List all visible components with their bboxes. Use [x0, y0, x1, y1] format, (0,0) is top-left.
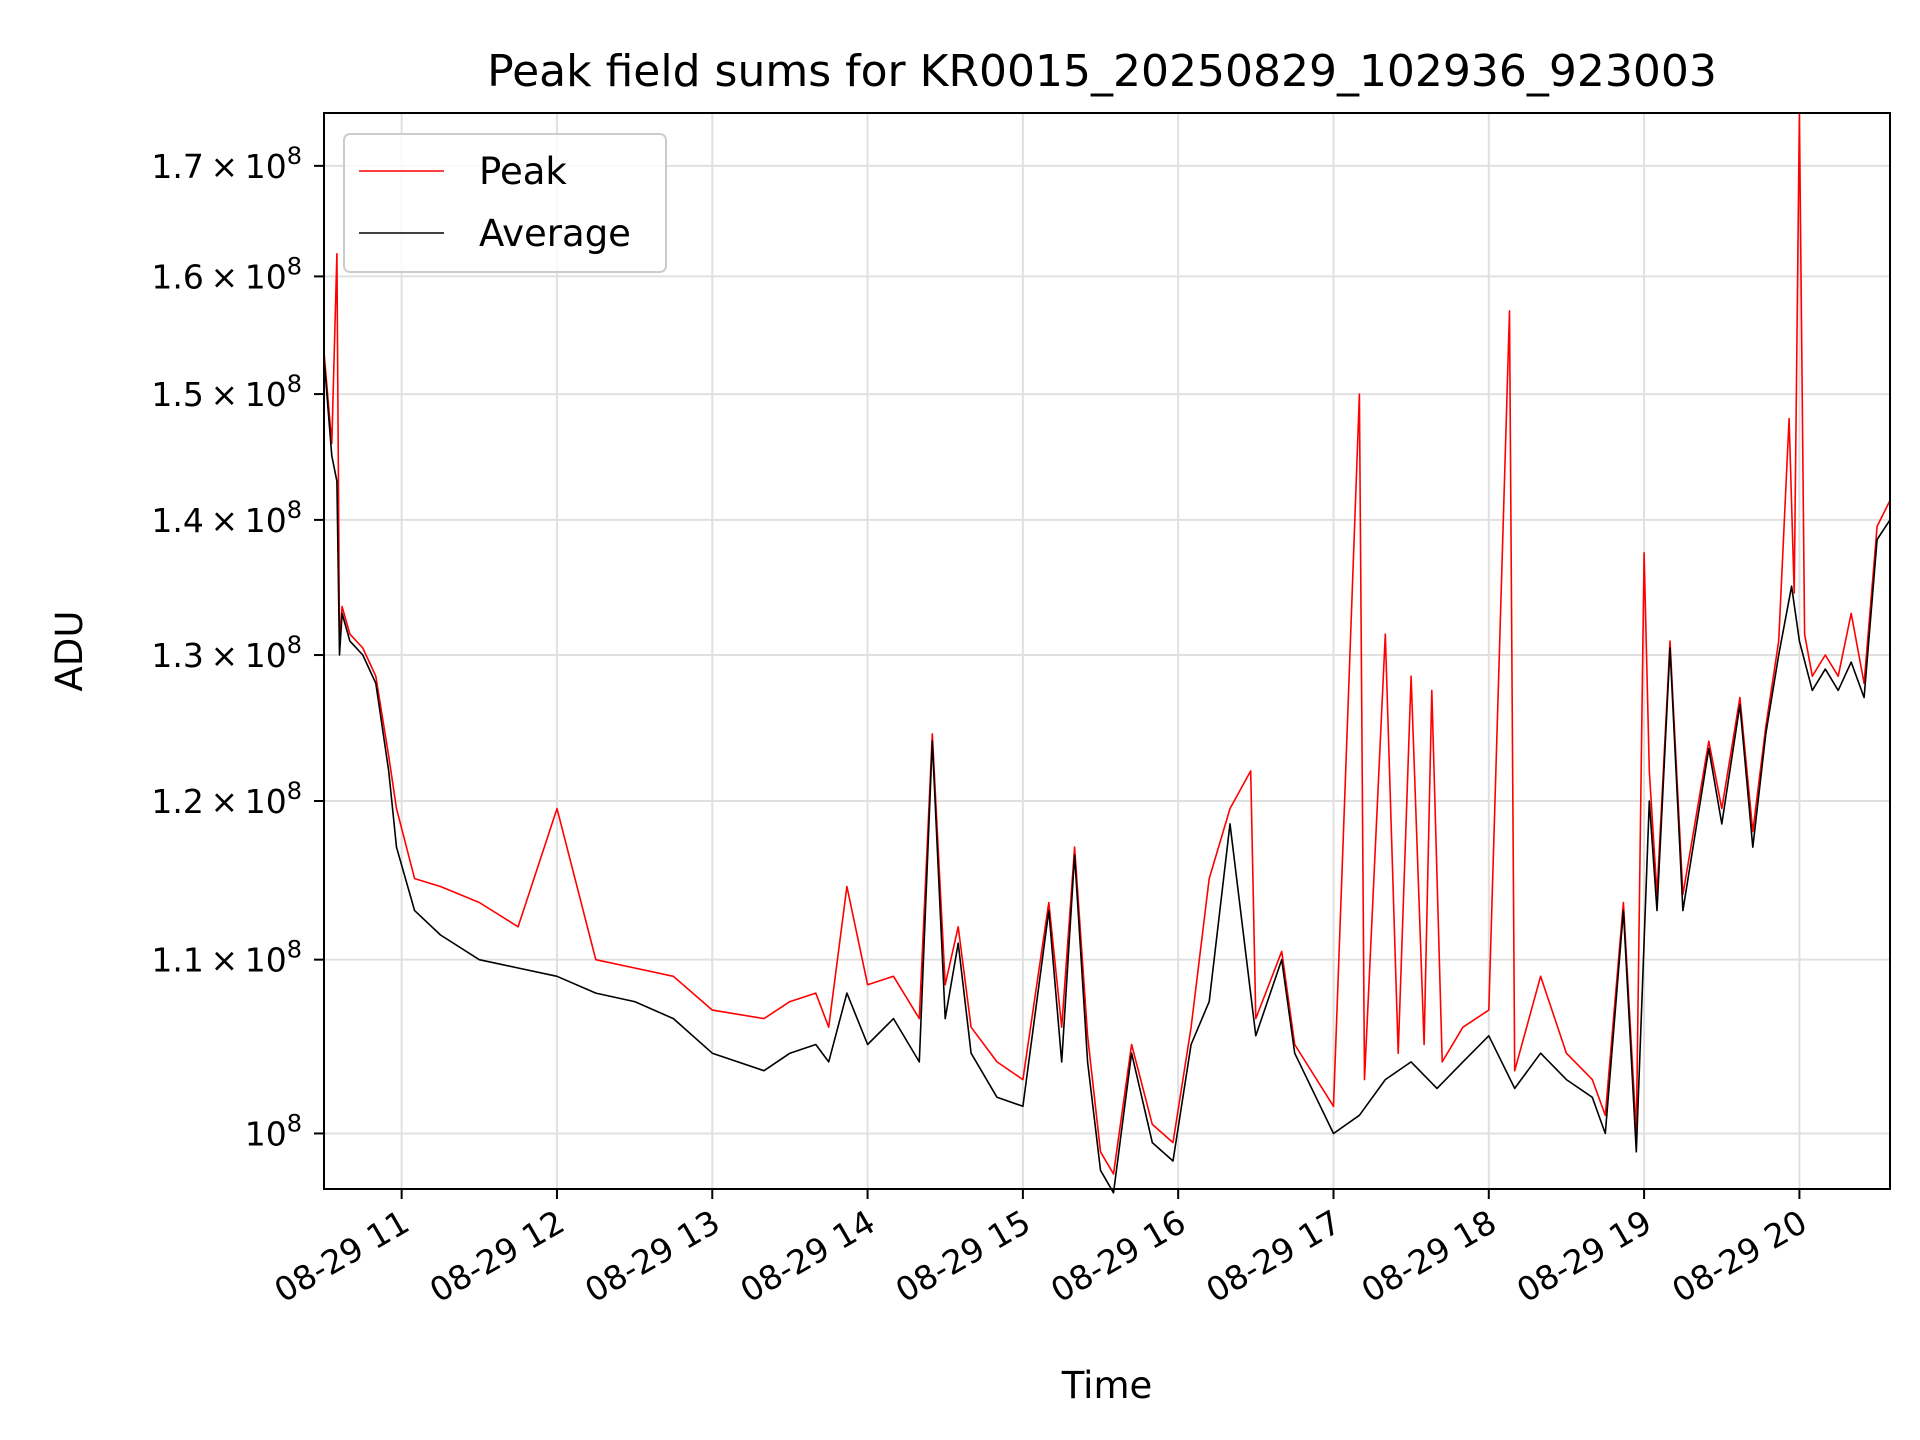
grid-layer	[324, 113, 1890, 1189]
y-tick-label: 1.7 × 108	[151, 142, 302, 186]
series-line-average	[323, 357, 1891, 1194]
y-tick-label: 1.5 × 108	[151, 370, 302, 414]
y-tick-label: 1.1 × 108	[151, 936, 302, 980]
series-layer	[323, 112, 1891, 1194]
y-tick-label: 1.3 × 108	[151, 631, 302, 675]
y-tick-label: 1.4 × 108	[151, 496, 302, 540]
y-axis-title: ADU	[48, 611, 91, 692]
y-tick-label: 108	[245, 1109, 302, 1153]
plot-frame	[323, 112, 1891, 1190]
series-line-peak	[323, 112, 1891, 1175]
y-axis: 108 1.1 × 108 1.2 × 108 1.3 × 108 1.4 × 108 1…	[151, 142, 324, 1153]
y-tick-label: 1.2 × 108	[151, 777, 302, 821]
legend-peak-label: Peak	[479, 150, 567, 193]
chart-title: Peak field sums for KR0015_20250829_1029…	[487, 46, 1717, 97]
y-tick-label: 1.6 × 108	[151, 252, 302, 296]
x-axis-title: Time	[1061, 1364, 1153, 1407]
legend-box	[343, 133, 667, 273]
legend-average-label: Average	[479, 212, 631, 255]
legend: Peak Average	[343, 133, 667, 273]
